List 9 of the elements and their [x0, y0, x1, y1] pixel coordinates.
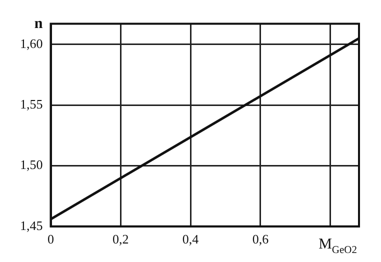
x-tick-label: 0,4 — [182, 232, 200, 247]
x-tick-label: 0 — [48, 232, 54, 247]
y-tick-label: 1,60 — [20, 36, 43, 51]
y-tick-label: 1,55 — [20, 96, 43, 112]
y-tick-label: 1,50 — [20, 157, 43, 172]
y-axis-title: n — [34, 16, 44, 32]
x-tick-label: 0,6 — [252, 232, 270, 247]
y-tick-label: 1,45 — [20, 218, 43, 233]
x-tick-label: 0,2 — [112, 232, 129, 247]
